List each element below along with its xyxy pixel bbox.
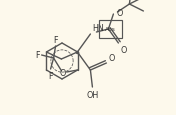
Text: F: F bbox=[48, 71, 53, 80]
Text: F: F bbox=[35, 51, 40, 60]
Text: Abs: Abs bbox=[105, 27, 116, 32]
Text: OH: OH bbox=[86, 90, 99, 99]
Text: O: O bbox=[116, 8, 123, 17]
Text: O: O bbox=[59, 68, 66, 77]
Text: O: O bbox=[108, 54, 115, 62]
Text: O: O bbox=[120, 46, 127, 55]
Text: HN: HN bbox=[92, 24, 104, 33]
Text: F: F bbox=[53, 36, 58, 45]
